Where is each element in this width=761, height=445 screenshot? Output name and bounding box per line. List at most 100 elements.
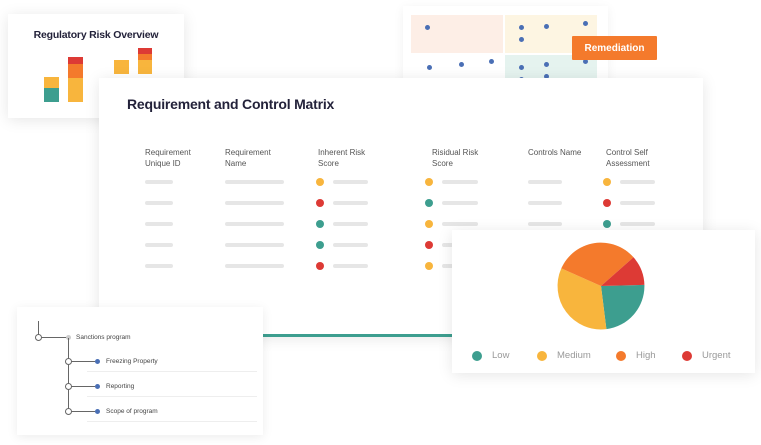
legend-dot-medium xyxy=(537,350,547,361)
placeholder-inherent xyxy=(333,222,368,226)
tree-child-bullet xyxy=(95,384,100,389)
residual-risk-dot xyxy=(425,262,433,270)
tree-root-label: Sanctions program xyxy=(76,334,131,341)
placeholder-id xyxy=(145,201,173,205)
placeholder-id xyxy=(145,243,173,247)
column-header-controls-name: Controls Name xyxy=(528,148,582,157)
self-assessment-dot xyxy=(603,178,611,186)
scatter-point xyxy=(583,59,588,64)
tree-root-bullet xyxy=(66,335,71,340)
legend-dot-high xyxy=(616,350,626,361)
residual-risk-dot xyxy=(425,241,433,249)
scatter-point xyxy=(459,62,464,67)
bar-seg-urgent xyxy=(68,57,83,64)
legend-dot-low xyxy=(472,350,482,361)
placeholder-name xyxy=(225,201,284,205)
remediation-button[interactable]: Remediation xyxy=(572,36,657,60)
risk-pie-chart xyxy=(557,242,645,330)
self-assessment-dot xyxy=(603,220,611,228)
sanctions-program-tree-card: Sanctions program Freezing Property Repo… xyxy=(17,307,263,435)
matrix-title: Requirement and Control Matrix xyxy=(127,96,335,112)
tree-child-label: Reporting xyxy=(106,383,135,390)
column-header-self-assessment: Control Self Assessment xyxy=(606,148,650,168)
tree-child-bullet xyxy=(95,359,100,364)
scatter-point xyxy=(544,24,549,29)
placeholder-name xyxy=(225,222,284,226)
regulatory-risk-overview-card: Regulatory Risk Overview xyxy=(8,14,184,118)
column-header-requirement-id: Requirement Unique ID xyxy=(145,148,191,168)
tree-child-connector xyxy=(71,386,95,387)
tree-child-bullet xyxy=(95,409,100,414)
placeholder-residual xyxy=(442,222,478,226)
bar-seg-high xyxy=(68,64,83,78)
column-header-residual-risk: Risidual Risk Score xyxy=(432,148,479,168)
scatter-point xyxy=(519,65,524,70)
legend-item-high: High xyxy=(616,350,656,361)
placeholder-assessment xyxy=(620,201,655,205)
risk-distribution-card: Low Medium High Urgent xyxy=(452,230,755,373)
tree-separator xyxy=(87,421,257,422)
placeholder-controls xyxy=(528,180,562,184)
placeholder-inherent xyxy=(333,243,368,247)
placeholder-id xyxy=(145,180,173,184)
placeholder-assessment xyxy=(620,222,655,226)
legend-label-medium: Medium xyxy=(557,350,591,361)
inherent-risk-dot xyxy=(316,178,324,186)
bar-seg-urgent xyxy=(138,48,152,54)
legend-label-low: Low xyxy=(492,350,510,361)
residual-risk-dot xyxy=(425,178,433,186)
placeholder-name xyxy=(225,264,284,268)
tree-trunk-line xyxy=(38,321,39,337)
tree-node-root[interactable] xyxy=(35,334,42,341)
scatter-point xyxy=(427,65,432,70)
placeholder-id xyxy=(145,222,173,226)
scatter-point xyxy=(519,37,524,42)
scatter-point xyxy=(489,59,494,64)
legend-label-urgent: Urgent xyxy=(702,350,731,361)
pie-slice-medium xyxy=(557,268,607,330)
bar-seg-high xyxy=(138,54,152,60)
placeholder-controls xyxy=(528,201,562,205)
legend-item-low: Low xyxy=(472,350,509,361)
placeholder-id xyxy=(145,264,173,268)
bar-seg-medium xyxy=(44,77,59,88)
legend-item-medium: Medium xyxy=(537,350,591,361)
scatter-point xyxy=(544,62,549,67)
self-assessment-dot xyxy=(603,199,611,207)
scatter-zone-high xyxy=(411,15,503,53)
residual-risk-dot xyxy=(425,220,433,228)
column-header-requirement-name: Requirement Name xyxy=(225,148,271,168)
scatter-point xyxy=(425,25,430,30)
legend-dot-urgent xyxy=(682,350,692,361)
inherent-risk-dot xyxy=(316,241,324,249)
tree-child-connector xyxy=(71,411,95,412)
scatter-point xyxy=(544,74,549,79)
placeholder-inherent xyxy=(333,264,368,268)
inherent-risk-dot xyxy=(316,262,324,270)
scatter-point xyxy=(519,25,524,30)
bar-seg-medium xyxy=(68,78,83,102)
matrix-scroll-indicator xyxy=(99,334,453,337)
placeholder-residual xyxy=(442,180,478,184)
tree-separator xyxy=(87,371,257,372)
tree-root-connector xyxy=(38,337,67,338)
pie-slice-low xyxy=(601,284,645,330)
tree-separator xyxy=(87,396,257,397)
placeholder-residual xyxy=(442,201,478,205)
legend-label-high: High xyxy=(636,350,656,361)
column-header-inherent-risk: Inherent Risk Score xyxy=(318,148,366,168)
pie-slice-urgent xyxy=(601,257,645,286)
pie-slice-high xyxy=(561,242,634,286)
bar-seg-low xyxy=(44,88,59,102)
tree-child-label: Freezing Property xyxy=(106,358,158,365)
tree-branch-line xyxy=(68,338,69,412)
placeholder-inherent xyxy=(333,201,368,205)
placeholder-name xyxy=(225,243,284,247)
placeholder-name xyxy=(225,180,284,184)
tree-child-label: Scope of program xyxy=(106,408,158,415)
scatter-point xyxy=(583,21,588,26)
risk-overview-title: Regulatory Risk Overview xyxy=(33,29,159,41)
inherent-risk-dot xyxy=(316,199,324,207)
placeholder-controls xyxy=(528,222,562,226)
bar-seg-medium xyxy=(114,60,129,74)
